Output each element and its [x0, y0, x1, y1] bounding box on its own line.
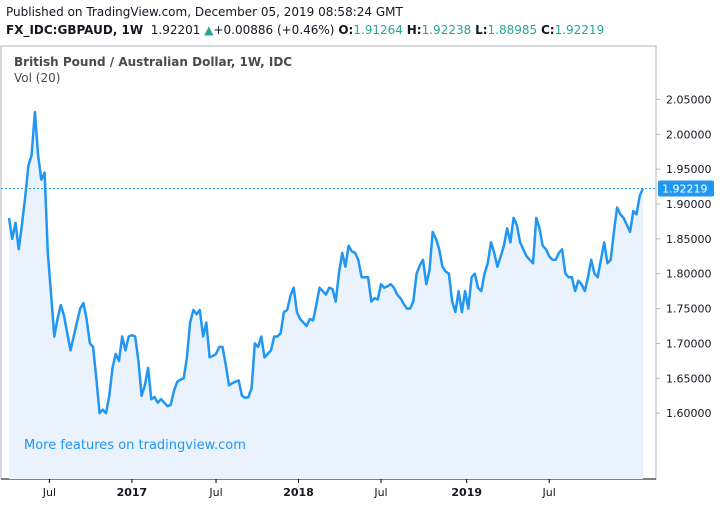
close-label: C:: [540, 23, 555, 37]
price-line[interactable]: [7, 110, 645, 415]
low-label: L:: [475, 23, 488, 37]
price-change: +0.00886 (+0.46%): [213, 23, 335, 37]
y-tick-label: 1.85000: [666, 233, 712, 246]
published-note: Published on TradingView.com, December 0…: [6, 5, 403, 19]
y-tick-label: 1.65000: [666, 372, 712, 385]
last-price-tag-label: 1.92219: [662, 183, 708, 196]
x-tick-label: Jul: [208, 486, 222, 499]
y-tick-label: 2.05000: [666, 93, 712, 106]
y-tick-label: 1.95000: [666, 163, 712, 176]
x-tick-label: 2019: [451, 486, 482, 499]
y-tick-label: 1.70000: [666, 337, 712, 350]
y-tick-label: 1.60000: [666, 407, 712, 420]
y-tick-label: 1.90000: [666, 198, 712, 211]
last-price-tag: [658, 180, 714, 197]
volume-indicator-label[interactable]: Vol (20): [14, 71, 60, 85]
x-tick-label: 2017: [117, 486, 148, 499]
x-tick-label: Jul: [542, 486, 556, 499]
high-label: H:: [406, 23, 422, 37]
y-tick-label: 1.75000: [666, 303, 712, 316]
close-value: 1.92219: [554, 23, 605, 37]
open-label: O:: [338, 23, 354, 37]
x-tick-label: Jul: [373, 486, 387, 499]
chart-title: British Pound / Australian Dollar, 1W, I…: [14, 55, 292, 69]
y-tick-label: 1.80000: [666, 268, 712, 281]
open-value: 1.91264: [353, 23, 403, 37]
symbol-ohlc-line: FX_IDC:GBPAUD, 1W 1.92201 ▲+0.00886 (+0.…: [6, 23, 604, 37]
change-arrow-icon: ▲: [204, 23, 214, 37]
x-tick-label: Jul: [42, 486, 56, 499]
symbol-label[interactable]: FX_IDC:GBPAUD, 1W: [6, 23, 144, 37]
low-value: 1.88985: [487, 23, 538, 37]
more-features-link[interactable]: More features on tradingview.com: [24, 438, 246, 453]
high-value: 1.92238: [421, 23, 472, 37]
y-tick-label: 2.00000: [666, 128, 712, 141]
x-tick-label: 2018: [283, 486, 314, 499]
x-axis-ticks: Jul 2017 Jul 2018 Jul 2019 Jul: [42, 479, 556, 499]
y-axis-ticks: 2.05000 2.00000 1.95000 1.90000 1.85000 1.800…: [656, 93, 712, 420]
last-price: 1.92201: [150, 23, 201, 37]
